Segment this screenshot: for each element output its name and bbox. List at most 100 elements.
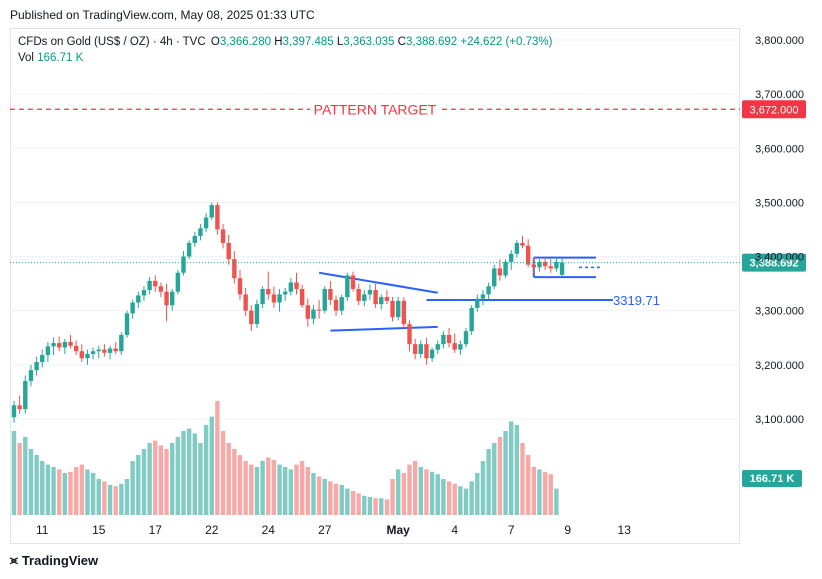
candle-body [277, 294, 282, 303]
chart-pane[interactable] [10, 28, 740, 544]
candle-body [497, 268, 503, 276]
candle-body [102, 349, 107, 353]
volume-bar [356, 493, 361, 515]
volume-bar [299, 461, 305, 515]
volume-bar [62, 473, 68, 515]
candle-body [316, 309, 322, 311]
brand-name: TradingView [21, 553, 99, 568]
volume-bar [537, 469, 542, 515]
volume-bars [11, 401, 559, 515]
volume-bar [288, 469, 294, 515]
target-price-badge [742, 100, 806, 119]
volume-bar [294, 464, 299, 515]
axes: 3,800.000 3,700.000 3,600.000 3,500.000 3,40… [36, 35, 804, 537]
volume-bar [548, 474, 553, 515]
candle-body [232, 259, 237, 279]
candle-body [45, 346, 51, 356]
y-tick-label: 3,200.000 [755, 360, 804, 372]
overlays: PATTERN TARGET 3,672.000 3,388.692 166.71 K [10, 100, 806, 487]
candle-body [412, 344, 418, 354]
candle-body [34, 362, 39, 371]
volume-bar [40, 461, 45, 515]
last-price-label: 3,388.692 [750, 258, 799, 270]
candle-body [311, 309, 316, 319]
volume-bar [486, 449, 491, 515]
volume-bar [418, 467, 423, 515]
volume-bar [220, 431, 226, 515]
volume-bar [237, 455, 243, 515]
candle-body [441, 334, 446, 345]
volume-bar [226, 443, 231, 515]
volume-bar [435, 474, 440, 515]
candle-body [17, 405, 22, 410]
x-tick-label: 7 [508, 523, 515, 537]
volume-bar [429, 471, 435, 515]
volume-bar [531, 467, 536, 515]
candle-body [85, 353, 90, 359]
volume-bar [130, 461, 135, 515]
volume-bar [333, 483, 339, 515]
volume-bar [475, 473, 480, 515]
volume-bar [136, 455, 141, 515]
volume-bar [463, 488, 469, 515]
legend-o-label: O [210, 36, 220, 48]
volume-bar [57, 469, 62, 515]
x-tick-label: 13 [618, 523, 632, 537]
candle-body [136, 295, 141, 303]
target-price-label: 3,672.000 [750, 104, 799, 116]
volume-badge [742, 470, 802, 487]
candle-body [96, 349, 101, 352]
candle-body [305, 305, 310, 319]
candle-body [390, 300, 395, 318]
candle-body [469, 307, 474, 332]
x-tick-label: 11 [36, 523, 49, 537]
candle-body [339, 297, 344, 311]
candle-body [283, 291, 288, 295]
candle-body [492, 268, 497, 287]
candle-body [509, 253, 514, 262]
candle-body [333, 299, 339, 311]
candle-body [379, 297, 384, 305]
candle-body [559, 262, 565, 275]
candle-body [542, 261, 548, 267]
volume-bar [305, 467, 310, 515]
volume-bar [424, 469, 429, 515]
tradingview-brand[interactable]: ⪤ TradingView [10, 553, 98, 568]
volume-bar [520, 443, 525, 515]
x-tick-label: 4 [451, 523, 458, 537]
x-tick-label: May [387, 523, 411, 537]
candle-body [130, 302, 135, 314]
legend-symbol: CFDs on Gold (US$ / OZ) · 4h · TVC [18, 36, 206, 48]
candle-body [237, 278, 243, 295]
volume-bar [328, 481, 333, 515]
legend-vol-label: Vol [18, 52, 34, 64]
candle-body [503, 261, 508, 276]
volume-bar [254, 467, 260, 515]
volume-bar [28, 449, 34, 515]
volume-bar [379, 498, 384, 515]
volume-bar [198, 443, 203, 515]
candle-body [401, 300, 407, 325]
candle-body [322, 288, 327, 311]
drawings: 3319.71 [318, 256, 660, 332]
candle-body [119, 334, 124, 352]
y-tick-label: 3,500.000 [755, 197, 804, 209]
volume-bar [396, 469, 401, 515]
volume-bar [113, 486, 118, 515]
candle-body [271, 294, 277, 303]
candle-body [514, 242, 520, 254]
volume-bar [17, 443, 22, 515]
volume-bar [215, 401, 220, 515]
volume-bar [45, 464, 51, 515]
candle-body [429, 349, 435, 359]
legend-close: 3,388.692 [405, 36, 458, 48]
candle-body [215, 205, 220, 230]
candle-body [124, 313, 130, 335]
volume-bar [158, 445, 164, 515]
candle-body [520, 242, 525, 246]
candle-body [11, 405, 17, 418]
candle-body [249, 310, 254, 325]
candle-body [28, 370, 34, 381]
volume-bar [542, 471, 548, 515]
